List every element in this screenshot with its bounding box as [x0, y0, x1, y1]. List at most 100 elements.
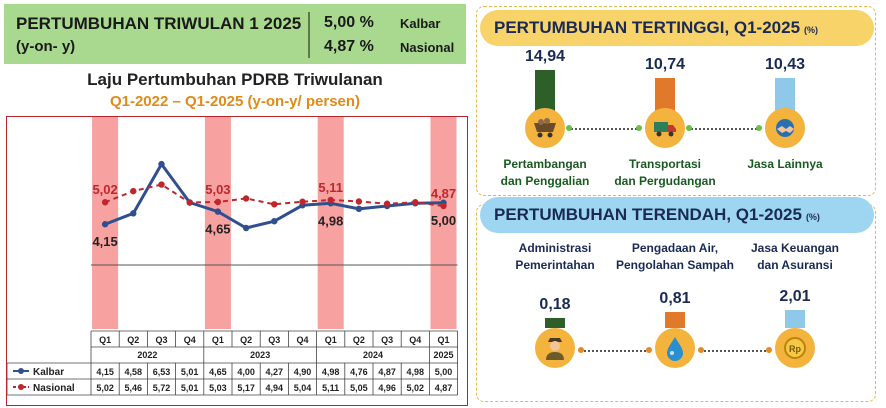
mining-cart-icon — [525, 108, 565, 148]
table-value-nasional: 5,04 — [294, 383, 312, 393]
callout-nasional: 4,87 — [431, 186, 456, 201]
data-point-kalbar — [271, 217, 278, 225]
table-value-kalbar: 4,90 — [294, 367, 312, 377]
legend-marker-kalbar — [18, 368, 24, 374]
table-value-kalbar: 5,01 — [181, 367, 199, 377]
top-connector-dot — [566, 125, 572, 131]
table-value-nasional: 5,46 — [125, 383, 143, 393]
quarter-tick-label: Q4 — [409, 335, 421, 345]
bottom-item-1-label: Administrasi Pemerintahan — [515, 241, 595, 272]
data-point-kalbar — [158, 160, 165, 168]
kalbar-growth-value: 5,00 % — [324, 14, 374, 31]
callout-kalbar: 4,98 — [318, 213, 343, 228]
bottom-connector-2 — [700, 350, 770, 352]
bottom-connector-1 — [580, 350, 650, 352]
data-point-nasional — [412, 199, 419, 206]
top-item-1-label: Pertambangan dan Penggalian — [500, 157, 590, 188]
water-drop-icon — [655, 328, 695, 368]
table-value-kalbar: 4,65 — [209, 367, 227, 377]
callout-nasional: 5,11 — [318, 180, 343, 195]
lowest-growth-title-text: PERTUMBUHAN TERENDAH, Q1-2025 — [494, 205, 802, 224]
table-value-kalbar: 5,00 — [435, 367, 453, 377]
header-subtitle: (y-on- y) — [16, 38, 76, 55]
table-value-nasional: 5,02 — [407, 383, 425, 393]
data-point-kalbar — [101, 221, 109, 228]
top-connector-dot — [686, 125, 692, 131]
bottom-item-3-bar — [785, 310, 805, 328]
highest-growth-unit: (%) — [804, 25, 819, 35]
top-item-2-bar — [655, 78, 675, 112]
top-item-3-bar — [775, 78, 795, 112]
officer-icon — [535, 328, 575, 368]
nasional-label: Nasional — [400, 40, 455, 55]
callout-kalbar: 5,00 — [431, 213, 456, 228]
year-tick-label: 2025 — [433, 350, 453, 360]
data-point-nasional — [355, 198, 363, 205]
lowest-growth-unit: (%) — [805, 212, 820, 222]
table-value-kalbar: 4,58 — [125, 367, 143, 377]
top-connector-dot — [756, 125, 762, 131]
data-point-nasional — [299, 198, 306, 205]
table-value-kalbar: 4,27 — [266, 367, 284, 377]
bottom-connector-dot — [698, 347, 704, 353]
data-point-nasional — [214, 198, 222, 206]
table-value-kalbar: 4,76 — [350, 367, 368, 377]
legend-label-kalbar: Kalbar — [33, 367, 64, 378]
bottom-connector-dot — [766, 347, 772, 353]
nasional-growth-value: 4,87 % — [324, 38, 374, 55]
bottom-item-1-bar — [545, 318, 565, 328]
quarter-tick-label: Q3 — [381, 335, 393, 345]
chart-container: 5,02 4,15 5,03 4,65 5,11 4,98 4,87 5,00 Q1 Q2 Q3 Q4… — [6, 116, 468, 406]
quarter-tick-label: Q3 — [268, 335, 280, 345]
data-point-kalbar — [130, 210, 137, 217]
highest-growth-title: PERTUMBUHAN TERTINGGI, Q1-2025 (%) — [480, 10, 874, 46]
table-value-kalbar: 4,00 — [237, 367, 255, 377]
top-connector-1 — [568, 128, 640, 130]
bottom-item-2-bar — [665, 312, 685, 328]
chart-subtitle: Q1-2022 – Q1-2025 (y-on-y/ persen) — [109, 93, 361, 110]
table-value-nasional: 5,03 — [209, 383, 227, 393]
data-point-nasional — [101, 199, 109, 206]
header-title: PERTUMBUHAN TRIWULAN 1 2025 — [16, 14, 302, 33]
bottom-item-3-value: 2,01 — [779, 288, 811, 305]
data-point-nasional — [271, 201, 278, 208]
data-point-nasional — [383, 200, 391, 207]
year-tick-label: 2024 — [363, 350, 383, 360]
quarter-tick-label: Q4 — [184, 335, 196, 345]
growth-line-chart: 5,02 4,15 5,03 4,65 5,11 4,98 4,87 5,00 Q1 Q2 Q3 Q4… — [7, 117, 459, 396]
table-value-nasional: 4,96 — [378, 383, 396, 393]
top-connector-2 — [688, 128, 760, 130]
callout-kalbar: 4,15 — [92, 234, 117, 249]
table-value-kalbar: 4,98 — [407, 367, 425, 377]
truck-icon — [645, 108, 685, 148]
data-point-nasional — [327, 196, 334, 204]
highlight-column — [430, 117, 457, 329]
table-value-nasional: 5,01 — [181, 383, 199, 393]
data-point-nasional — [186, 199, 193, 206]
lowest-growth-title: PERTUMBUHAN TERENDAH, Q1-2025 (%) — [480, 197, 874, 233]
lowest-growth-panel — [476, 204, 876, 402]
quarter-tick-label: Q2 — [127, 335, 139, 345]
quarter-tick-label: Q2 — [240, 335, 252, 345]
bottom-connector-dot — [646, 347, 652, 353]
top-item-2-value: 10,74 — [644, 56, 686, 73]
table-value-kalbar: 4,15 — [96, 367, 114, 377]
table-value-nasional: 5,17 — [237, 383, 255, 393]
year-tick-label: 2023 — [250, 350, 270, 360]
quarter-tick-label: Q1 — [437, 335, 449, 345]
data-point-nasional — [242, 195, 250, 202]
table-value-nasional: 5,05 — [350, 383, 368, 393]
year-tick-label: 2022 — [137, 350, 157, 360]
legend-label-nasional: Nasional — [33, 383, 75, 394]
data-point-nasional — [440, 202, 447, 210]
chart-title: Laju Pertumbuhan PDRB Triwulanan — [87, 70, 383, 89]
kalbar-label: Kalbar — [400, 16, 441, 31]
bottom-item-2-value: 0,81 — [659, 290, 691, 307]
quarter-tick-label: Q1 — [212, 335, 224, 345]
bottom-item-3-label: Jasa Keuangan dan Asuransi — [750, 241, 840, 272]
top-item-3-value: 10,43 — [764, 56, 806, 73]
top-connector-dot — [636, 125, 642, 131]
handshake-icon — [765, 108, 805, 148]
highlight-column — [317, 117, 344, 329]
highest-growth-title-text: PERTUMBUHAN TERTINGGI, Q1-2025 — [494, 18, 801, 37]
